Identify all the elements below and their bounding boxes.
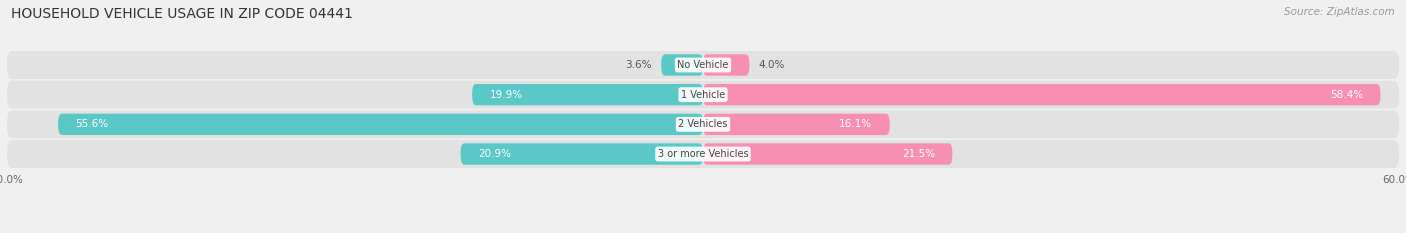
FancyBboxPatch shape [703,54,749,76]
Text: No Vehicle: No Vehicle [678,60,728,70]
FancyBboxPatch shape [7,81,1399,109]
FancyBboxPatch shape [472,84,703,105]
FancyBboxPatch shape [7,51,1399,79]
Text: 55.6%: 55.6% [76,119,108,129]
Text: 2 Vehicles: 2 Vehicles [678,119,728,129]
Text: 1 Vehicle: 1 Vehicle [681,90,725,100]
FancyBboxPatch shape [661,54,703,76]
FancyBboxPatch shape [7,140,1399,168]
Text: 16.1%: 16.1% [839,119,872,129]
FancyBboxPatch shape [703,84,1381,105]
FancyBboxPatch shape [58,114,703,135]
FancyBboxPatch shape [703,143,952,165]
Text: Source: ZipAtlas.com: Source: ZipAtlas.com [1284,7,1395,17]
Text: 4.0%: 4.0% [759,60,785,70]
Text: 21.5%: 21.5% [901,149,935,159]
FancyBboxPatch shape [461,143,703,165]
Text: 3 or more Vehicles: 3 or more Vehicles [658,149,748,159]
Text: 20.9%: 20.9% [478,149,510,159]
Text: 58.4%: 58.4% [1330,90,1362,100]
Text: 3.6%: 3.6% [626,60,652,70]
FancyBboxPatch shape [7,110,1399,138]
Text: HOUSEHOLD VEHICLE USAGE IN ZIP CODE 04441: HOUSEHOLD VEHICLE USAGE IN ZIP CODE 0444… [11,7,353,21]
FancyBboxPatch shape [703,114,890,135]
Text: 19.9%: 19.9% [489,90,523,100]
